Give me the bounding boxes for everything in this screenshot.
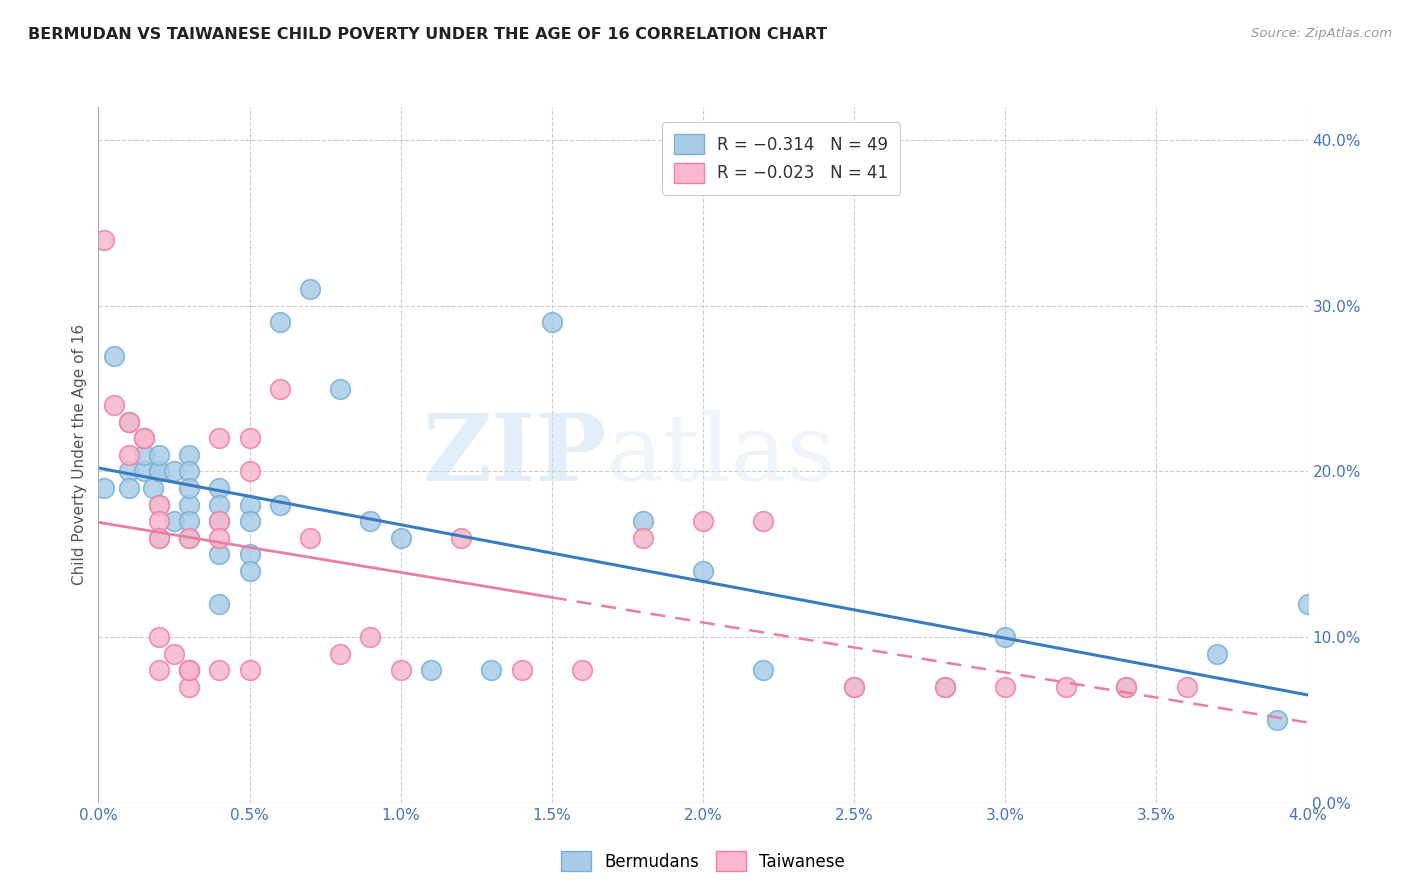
- Point: [132, 448, 155, 462]
- Point: [934, 680, 956, 694]
- Point: [389, 531, 412, 545]
- Point: [239, 431, 262, 445]
- Point: [179, 680, 201, 694]
- Point: [179, 514, 201, 528]
- Point: [329, 647, 352, 661]
- Point: [179, 531, 201, 545]
- Point: [179, 498, 201, 512]
- Point: [1054, 680, 1077, 694]
- Point: [148, 531, 170, 545]
- Point: [360, 514, 382, 528]
- Point: [541, 315, 564, 329]
- Point: [450, 531, 472, 545]
- Point: [163, 647, 186, 661]
- Point: [360, 630, 382, 644]
- Point: [208, 431, 231, 445]
- Point: [118, 415, 141, 429]
- Point: [148, 630, 170, 644]
- Point: [118, 481, 141, 495]
- Point: [179, 663, 201, 677]
- Point: [239, 498, 262, 512]
- Point: [208, 498, 231, 512]
- Point: [93, 481, 115, 495]
- Point: [142, 481, 165, 495]
- Point: [631, 514, 654, 528]
- Point: [481, 663, 503, 677]
- Point: [1206, 647, 1229, 661]
- Point: [752, 663, 775, 677]
- Point: [994, 630, 1017, 644]
- Point: [118, 448, 141, 462]
- Point: [1267, 713, 1289, 727]
- Point: [239, 564, 262, 578]
- Point: [93, 233, 115, 247]
- Point: [132, 431, 155, 445]
- Point: [148, 498, 170, 512]
- Point: [934, 680, 956, 694]
- Point: [299, 531, 322, 545]
- Point: [1115, 680, 1137, 694]
- Point: [163, 514, 186, 528]
- Point: [208, 597, 231, 611]
- Point: [148, 663, 170, 677]
- Y-axis label: Child Poverty Under the Age of 16: Child Poverty Under the Age of 16: [72, 325, 87, 585]
- Point: [239, 663, 262, 677]
- Point: [420, 663, 443, 677]
- Point: [844, 680, 866, 694]
- Point: [118, 465, 141, 479]
- Point: [148, 531, 170, 545]
- Point: [510, 663, 533, 677]
- Point: [208, 481, 231, 495]
- Point: [148, 498, 170, 512]
- Point: [163, 465, 186, 479]
- Point: [179, 663, 201, 677]
- Point: [148, 448, 170, 462]
- Point: [208, 531, 231, 545]
- Point: [994, 680, 1017, 694]
- Point: [103, 398, 125, 412]
- Point: [752, 514, 775, 528]
- Point: [269, 315, 291, 329]
- Point: [239, 514, 262, 528]
- Point: [148, 465, 170, 479]
- Point: [1115, 680, 1137, 694]
- Point: [269, 498, 291, 512]
- Point: [179, 448, 201, 462]
- Point: [329, 382, 352, 396]
- Point: [1175, 680, 1198, 694]
- Point: [571, 663, 593, 677]
- Point: [299, 282, 322, 296]
- Point: [269, 382, 291, 396]
- Point: [179, 465, 201, 479]
- Legend: Bermudans, Taiwanese: Bermudans, Taiwanese: [554, 845, 852, 878]
- Point: [179, 531, 201, 545]
- Point: [148, 465, 170, 479]
- Point: [103, 349, 125, 363]
- Text: atlas: atlas: [606, 410, 835, 500]
- Point: [148, 514, 170, 528]
- Text: BERMUDAN VS TAIWANESE CHILD POVERTY UNDER THE AGE OF 16 CORRELATION CHART: BERMUDAN VS TAIWANESE CHILD POVERTY UNDE…: [28, 27, 827, 42]
- Point: [692, 564, 714, 578]
- Point: [631, 531, 654, 545]
- Point: [132, 431, 155, 445]
- Point: [208, 514, 231, 528]
- Point: [208, 514, 231, 528]
- Text: Source: ZipAtlas.com: Source: ZipAtlas.com: [1251, 27, 1392, 40]
- Point: [208, 547, 231, 561]
- Point: [389, 663, 412, 677]
- Point: [239, 547, 262, 561]
- Point: [179, 481, 201, 495]
- Point: [132, 465, 155, 479]
- Text: ZIP: ZIP: [422, 410, 606, 500]
- Point: [692, 514, 714, 528]
- Point: [239, 465, 262, 479]
- Point: [208, 663, 231, 677]
- Point: [179, 663, 201, 677]
- Point: [118, 415, 141, 429]
- Point: [1296, 597, 1319, 611]
- Point: [844, 680, 866, 694]
